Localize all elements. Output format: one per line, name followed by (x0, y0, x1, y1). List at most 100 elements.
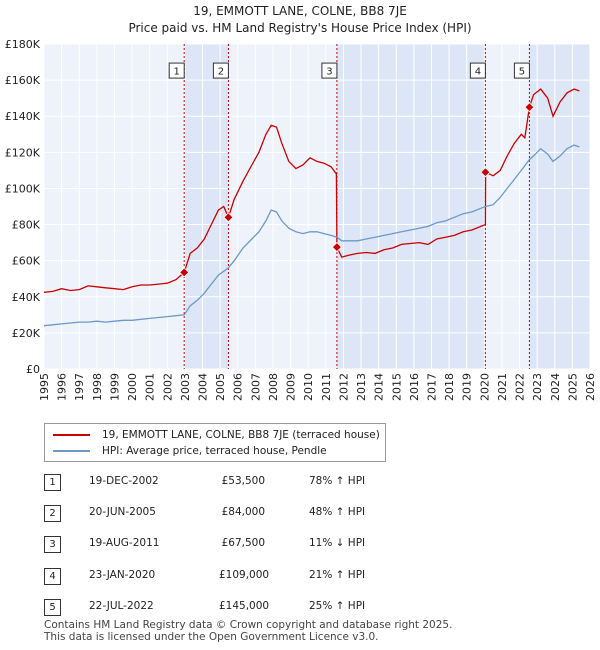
sale-point (524, 102, 535, 113)
ownership-band (529, 44, 590, 369)
sale-marker-box (321, 62, 338, 79)
legend-label-property: 19, EMMOTT LANE, COLNE, BB8 7JE (terrace… (102, 429, 380, 441)
plot-area (44, 44, 590, 369)
x-tick-label: 2012 (337, 373, 350, 401)
sale-date: 20-JUN-2005 (89, 506, 156, 518)
legend-item-hpi: HPI: Average price, terraced house, Pend… (53, 443, 327, 459)
legend: 19, EMMOTT LANE, COLNE, BB8 7JE (terrace… (44, 423, 386, 462)
sale-price: £109,000 (219, 569, 270, 581)
x-tick-label: 2022 (514, 373, 527, 401)
x-tick-label: 2016 (408, 373, 421, 401)
sale-date: 19-DEC-2002 (89, 475, 159, 487)
legend-swatch-hpi (53, 450, 90, 452)
x-tick-label: 2006 (232, 373, 245, 401)
x-tick-label: 2017 (425, 373, 438, 401)
x-tick-label: 2011 (320, 373, 333, 401)
chart-title-line1: 19, EMMOTT LANE, COLNE, BB8 7JE (193, 4, 407, 18)
chart-title: 19, EMMOTT LANE, COLNE, BB8 7JE Price pa… (0, 3, 600, 37)
x-tick-label: 1996 (56, 373, 69, 401)
sale-hpi-change: 21% ↑ HPI (309, 569, 366, 581)
y-tick-label: £40K (12, 291, 41, 304)
legend-swatch-property (53, 434, 90, 436)
sale-hpi-change: 25% ↑ HPI (309, 600, 366, 612)
sale-number-badge: 5 (44, 599, 61, 616)
x-tick-label: 2020 (478, 373, 491, 401)
sale-price: £145,000 (219, 600, 270, 612)
sale-hpi-change: 11% ↓ HPI (309, 537, 366, 549)
sale-price: £53,500 (221, 475, 265, 487)
sale-price: £67,500 (221, 537, 265, 549)
ownership-band (336, 44, 486, 369)
y-tick-label: £180K (5, 38, 41, 51)
y-tick-label: £20K (12, 327, 41, 340)
hpi-line (43, 144, 580, 327)
y-tick-label: £140K (5, 110, 41, 123)
y-tick-label: £160K (5, 74, 41, 87)
y-tick-label: £100K (5, 182, 41, 195)
x-tick-label: 2013 (355, 373, 368, 401)
sale-point (179, 267, 190, 278)
ownership-band (184, 44, 229, 369)
x-tick-label: 2001 (144, 373, 157, 401)
x-tick-label: 2004 (197, 373, 210, 401)
sale-point (480, 167, 491, 178)
x-tick-label: 2008 (267, 373, 280, 401)
sale-marker-box (513, 62, 530, 79)
chart-title-line2: Price paid vs. HM Land Registry's House … (128, 21, 472, 35)
sale-number-badge: 2 (44, 505, 61, 522)
legend-item-property: 19, EMMOTT LANE, COLNE, BB8 7JE (terrace… (53, 427, 380, 443)
x-tick-label: 2026 (584, 373, 597, 401)
y-tick-label: £120K (5, 146, 41, 159)
x-tick-label: 2015 (390, 373, 403, 401)
x-tick-label: 2021 (496, 373, 509, 401)
x-tick-label: 2009 (285, 373, 298, 401)
x-tick-label: 2024 (549, 373, 562, 401)
sale-hpi-change: 78% ↑ HPI (309, 475, 366, 487)
x-tick-label: 2019 (461, 373, 474, 401)
sale-marker-label: 2 (218, 67, 224, 78)
sale-number-badge: 3 (44, 536, 61, 553)
sale-row: 5 22-JUL-2022 £145,000 25% ↑ HPI (44, 597, 564, 617)
x-tick-label: 1995 (38, 373, 51, 401)
y-tick-label: £80K (12, 219, 41, 232)
property-price-line (43, 88, 580, 293)
sale-marker-label: 1 (174, 67, 180, 78)
sale-number-badge: 1 (44, 474, 61, 491)
sale-row: 4 23-JAN-2020 £109,000 21% ↑ HPI (44, 566, 564, 586)
x-tick-label: 2014 (373, 373, 386, 401)
sale-row: 2 20-JUN-2005 £84,000 48% ↑ HPI (44, 503, 564, 523)
sale-marker-box (212, 62, 229, 79)
sale-marker-label: 4 (475, 67, 481, 78)
y-tick-label: £0 (26, 363, 40, 376)
sale-marker-box (469, 62, 486, 79)
x-tick-label: 2007 (249, 373, 262, 401)
sale-point (331, 242, 342, 253)
x-tick-label: 1997 (73, 373, 86, 401)
sale-hpi-change: 48% ↑ HPI (309, 506, 366, 518)
sale-marker-box (168, 62, 185, 79)
legend-label-hpi: HPI: Average price, terraced house, Pend… (102, 445, 327, 457)
x-tick-label: 2010 (302, 373, 315, 401)
sale-point (223, 212, 234, 223)
y-tick-label: £60K (12, 255, 41, 268)
sale-price: £84,000 (221, 506, 265, 518)
footer: Contains HM Land Registry data © Crown c… (44, 619, 452, 643)
price-chart: £0 £20K £40K £60K £80K £100K £120K £140K £160K £1… (5, 38, 597, 401)
x-tick-label: 2005 (214, 373, 227, 401)
x-tick-label: 1999 (108, 373, 121, 401)
x-tick-label: 2018 (443, 373, 456, 401)
x-tick-label: 2023 (531, 373, 544, 401)
sale-number-badge: 4 (44, 568, 61, 585)
x-tick-label: 2003 (179, 373, 192, 401)
x-tick-label: 2002 (161, 373, 174, 401)
footer-copyright: Contains HM Land Registry data © Crown c… (44, 619, 453, 631)
sale-row: 1 19-DEC-2002 £53,500 78% ↑ HPI (44, 472, 564, 492)
x-tick-label: 2025 (566, 373, 579, 401)
sale-date: 19-AUG-2011 (89, 537, 160, 549)
x-tick-label: 2000 (126, 373, 139, 401)
x-tick-label: 1998 (91, 373, 104, 401)
sale-date: 23-JAN-2020 (89, 569, 156, 581)
footer-licence: This data is licensed under the Open Gov… (44, 631, 379, 643)
sale-marker-label: 5 (519, 67, 525, 78)
sale-marker-label: 3 (326, 67, 332, 78)
